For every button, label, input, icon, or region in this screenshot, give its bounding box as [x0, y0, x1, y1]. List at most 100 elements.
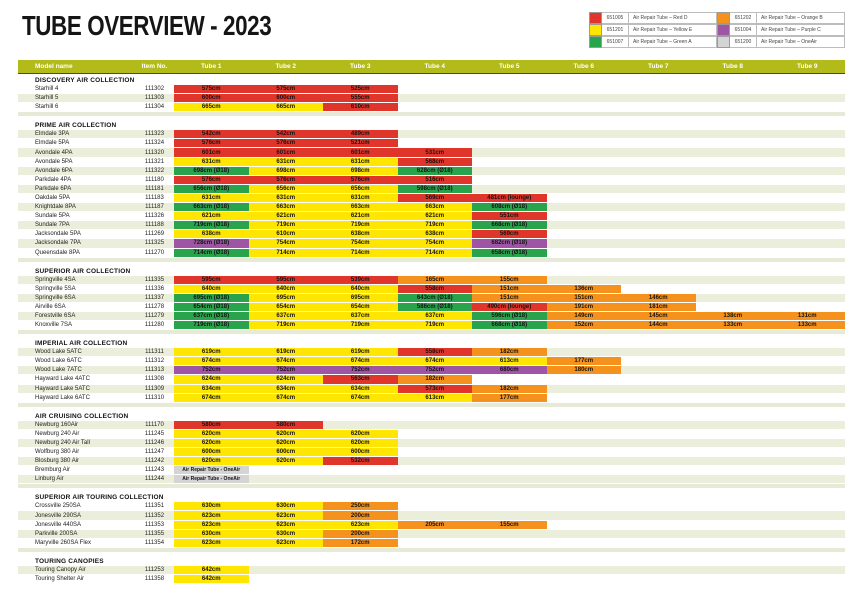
tube-cell-9	[770, 185, 845, 193]
tube-cell-8	[696, 575, 771, 583]
model-name-cell: Blosburg 380 Air	[35, 458, 80, 465]
column-header-tube-5: Tube 5	[499, 63, 520, 70]
tube-cell-4: 719cm	[397, 321, 472, 330]
tube-cell-3: 623cm	[323, 520, 398, 529]
item-no-cell: 111183	[145, 194, 164, 201]
model-name-cell: Jacksondale 5PA	[35, 231, 81, 238]
tube-cell-4	[398, 502, 473, 510]
tube-cell-4: 714cm	[397, 248, 472, 257]
table-row: Avondale 4PA 111320 601cm 601cm 601cm 531cm	[18, 148, 845, 157]
tube-cell-9	[770, 530, 845, 538]
model-name-cell: Starhill 6	[35, 104, 59, 111]
model-name-cell: Newburg 240 Air Tall	[35, 439, 90, 446]
legend-color-swatch	[717, 36, 730, 48]
legend-item-code: 651200	[730, 36, 757, 48]
tube-cell-3: 752cm	[323, 366, 398, 375]
tube-cell-6: 177cm	[546, 357, 621, 366]
tube-cell-6: 191cm	[546, 302, 621, 311]
section-separator	[18, 402, 845, 407]
tube-cell-5: 668cm (Ø18)	[472, 321, 547, 330]
tube-cell-7	[621, 466, 696, 474]
section-separator	[18, 547, 845, 552]
tube-cell-3: 637cm	[323, 311, 398, 321]
tube-cell-4: 573cm	[397, 384, 472, 393]
model-name-cell: Jonesville 290SA	[35, 512, 82, 519]
tube-cell-9	[770, 249, 845, 257]
legend-item-label: Air Repair Tube – Yellow E	[629, 24, 717, 36]
tube-cell-7	[621, 521, 696, 529]
tube-cell-2: 542cm	[248, 130, 323, 139]
tube-cell-4: 637cm	[397, 311, 472, 321]
tube-cell-8	[696, 103, 771, 111]
section-separator	[18, 257, 845, 262]
tube-cell-1: 695cm (Ø18)	[174, 293, 249, 302]
item-no-cell: 111309	[144, 385, 165, 392]
tube-cell-9: 131cm	[770, 311, 845, 321]
item-no-cell: 111244	[144, 476, 165, 483]
tube-cell-9	[770, 448, 845, 456]
tube-cell-1: 674cm	[174, 357, 249, 366]
model-name-cell: Starhill 4	[35, 86, 59, 93]
tube-cell-1: 630cm	[174, 502, 249, 511]
tube-cell-7	[621, 385, 696, 393]
tube-cell-2: 620cm	[248, 429, 323, 438]
tube-cell-9	[770, 575, 845, 583]
table-row: Avondale 6PA 111322 698cm (Ø18) 698cm 698cm 6…	[18, 166, 845, 175]
tube-cell-7	[621, 221, 696, 229]
tube-cell-6	[547, 221, 622, 229]
tube-cell-5: 155cm	[472, 275, 547, 284]
tube-cell-2: 624cm	[248, 375, 323, 384]
tube-cell-4: 205cm	[397, 520, 472, 529]
tube-cell-1: 620cm	[174, 457, 249, 466]
tube-cell-8	[696, 385, 771, 393]
tube-cell-5	[472, 566, 547, 574]
tube-cell-1: 674cm	[174, 393, 249, 402]
table-row: Elmdale 3PA 111323 542cm 542cm 489cm	[18, 130, 845, 139]
tube-cell-8	[696, 521, 771, 529]
tube-cell-5	[472, 511, 547, 519]
section-title: DISCOVERY AIR COLLECTION	[35, 77, 135, 84]
tube-cell-5	[472, 103, 547, 111]
tube-cell-3	[323, 575, 398, 583]
item-no-cell: 111354	[144, 539, 165, 546]
table-row: Jacksondale 7PA 111325 728cm (Ø18) 754cm 754…	[18, 239, 845, 248]
tube-cell-8	[696, 94, 771, 102]
tube-cell-6	[547, 511, 622, 519]
tube-cell-5: 569cm	[472, 230, 547, 239]
tube-cell-4	[398, 448, 473, 456]
tube-cell-8	[696, 357, 771, 365]
tube-cell-4: 182cm	[397, 375, 472, 384]
tube-cell-9	[770, 212, 845, 220]
tube-cell-7	[621, 448, 696, 456]
model-name-cell: Parkville 200SA	[35, 530, 78, 537]
table-row: Forestville 6SA 111279 637cm (Ø18) 637cm 637…	[18, 311, 845, 321]
tube-cell-5	[472, 375, 547, 383]
table-row: Oakdale 5PA 111183 631cm 631cm 631cm 569cm 481…	[18, 193, 845, 203]
tube-cell-2: 623cm	[248, 511, 323, 520]
tube-cell-5	[472, 457, 547, 465]
tube-cell-7	[621, 566, 696, 574]
tube-cell-2: 654cm	[248, 302, 323, 311]
tube-cell-5	[472, 466, 547, 474]
legend-item: 651007 Air Repair Tube – Green A	[589, 36, 717, 48]
item-no-cell: 111310	[144, 394, 165, 401]
tube-cell-8	[696, 294, 771, 302]
item-no-cell: 111358	[144, 575, 165, 582]
tube-cell-2: 619cm	[248, 348, 323, 357]
tube-cell-2: 630cm	[248, 529, 323, 538]
tube-cell-1: 580cm	[174, 420, 249, 429]
item-no-cell: 111313	[144, 367, 165, 374]
column-header-item-no: Item No.	[141, 63, 168, 70]
tube-cell-1: 624cm	[174, 375, 249, 384]
tube-cell-6	[547, 385, 622, 393]
tube-cell-5	[472, 439, 547, 447]
tube-cell-4: 558cm	[397, 284, 472, 293]
tube-cell-2: 719cm	[248, 321, 323, 330]
legend-item-code: 651005	[602, 12, 629, 24]
tube-cell-2: 600cm	[248, 94, 323, 103]
tube-cell-7	[621, 539, 696, 547]
tube-cell-5	[472, 430, 547, 438]
table-row: Parkdale 6PA 111181 656cm (Ø18) 656cm 656cm 5…	[18, 184, 845, 193]
tube-cell-2: 575cm	[248, 85, 323, 94]
tube-cell-4	[398, 421, 473, 429]
